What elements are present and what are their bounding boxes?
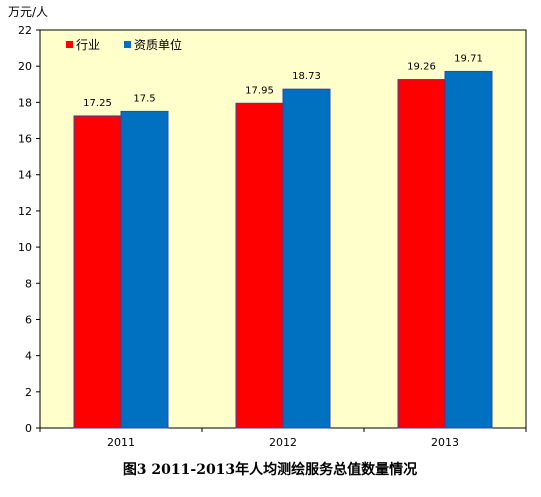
bar-industry-2012 xyxy=(235,102,284,429)
y-tick-label: 16 xyxy=(18,133,32,146)
legend-label-qualified-units: 资质单位 xyxy=(134,37,182,52)
y-tick-label: 8 xyxy=(25,277,32,290)
y-tick-label: 20 xyxy=(18,60,32,73)
y-tick-label: 6 xyxy=(25,313,32,326)
data-labels: 17.25 17.5 17.95 18.73 19.26 19.71 xyxy=(83,53,483,109)
y-tick-label: 12 xyxy=(18,205,32,218)
legend-swatch-industry xyxy=(66,41,73,48)
data-label: 17.5 xyxy=(133,93,155,104)
bar-industry-2013 xyxy=(397,79,446,429)
data-label: 19.26 xyxy=(407,62,436,73)
y-tick-label: 18 xyxy=(18,96,32,109)
legend: 行业 资质单位 xyxy=(66,37,182,52)
axes: 0 2 4 6 8 10 12 14 16 18 20 22 2011 2012 2013 xyxy=(18,24,527,449)
bars xyxy=(73,70,493,429)
chart-caption: 图3 2011-2013年人均测绘服务总值数量情况 xyxy=(123,461,417,478)
y-tick-label: 22 xyxy=(18,24,32,37)
y-tick-label: 14 xyxy=(18,169,32,182)
x-tick-label: 2011 xyxy=(107,436,135,449)
y-tick-label: 4 xyxy=(25,350,32,363)
y-tick-label: 0 xyxy=(25,422,32,435)
data-label: 19.71 xyxy=(454,53,483,64)
legend-swatch-qualified-units xyxy=(124,41,131,48)
y-axis-unit-label: 万元/人 xyxy=(8,5,48,19)
data-label: 17.95 xyxy=(245,85,274,96)
x-tick-label: 2012 xyxy=(269,436,297,449)
bar-qualified-units-2012 xyxy=(282,88,331,429)
x-tick-label: 2013 xyxy=(431,436,459,449)
data-label: 18.73 xyxy=(292,71,321,82)
y-tick-label: 2 xyxy=(25,386,32,399)
bar-qualified-units-2011 xyxy=(120,110,169,429)
bar-qualified-units-2013 xyxy=(444,70,493,429)
y-tick-label: 10 xyxy=(18,241,32,254)
bar-industry-2011 xyxy=(73,115,122,429)
legend-label-industry: 行业 xyxy=(76,38,100,52)
data-label: 17.25 xyxy=(83,98,112,109)
